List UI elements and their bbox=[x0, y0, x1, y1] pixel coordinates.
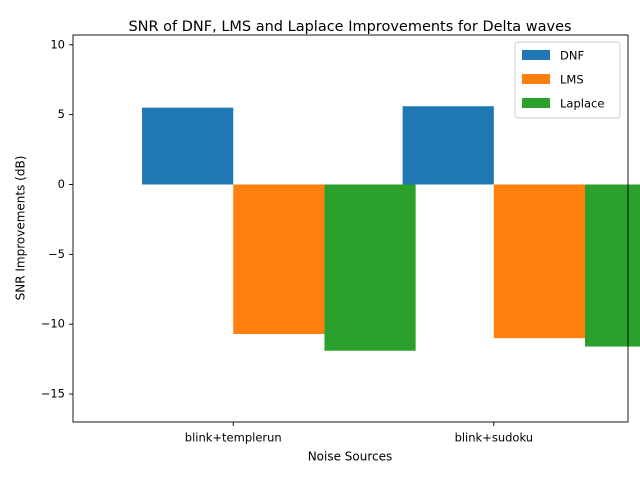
y-tick-label: −5 bbox=[48, 247, 65, 261]
bar-laplace-1 bbox=[324, 184, 416, 351]
bar-lms-2 bbox=[493, 184, 586, 339]
bars-layer bbox=[142, 106, 640, 351]
bar-lms-1 bbox=[233, 184, 325, 334]
y-axis: −15 −10 −5 0 5 10 bbox=[41, 37, 73, 401]
legend: DNF LMS Laplace bbox=[514, 41, 621, 119]
y-tick-label: −10 bbox=[41, 317, 65, 331]
legend-label-dnf: DNF bbox=[560, 49, 584, 63]
bar-laplace-2 bbox=[585, 184, 640, 347]
x-axis-label: Noise Sources bbox=[308, 450, 393, 464]
y-tick-label: 0 bbox=[58, 177, 65, 191]
legend-label-lms: LMS bbox=[560, 73, 584, 87]
x-tick-label: blink+sudoku bbox=[455, 431, 533, 445]
bar-dnf-2 bbox=[402, 106, 494, 185]
legend-swatch-laplace bbox=[522, 98, 550, 108]
y-tick-label: 5 bbox=[58, 107, 65, 121]
bar-dnf-1 bbox=[142, 107, 234, 185]
y-axis-label: SNR Improvements (dB) bbox=[14, 156, 28, 301]
legend-swatch-lms bbox=[522, 74, 550, 84]
y-tick-label: 10 bbox=[50, 37, 65, 51]
legend-swatch-dnf bbox=[522, 50, 550, 60]
y-tick-label: −15 bbox=[41, 387, 65, 401]
plot-frame bbox=[72, 34, 629, 423]
chart-title: SNR of DNF, LMS and Laplace Improvements… bbox=[128, 19, 571, 35]
x-tick-label: blink+templerun bbox=[185, 431, 282, 445]
x-axis: blink+templerun blink+sudoku bbox=[185, 422, 533, 445]
legend-label-laplace: Laplace bbox=[560, 97, 604, 111]
